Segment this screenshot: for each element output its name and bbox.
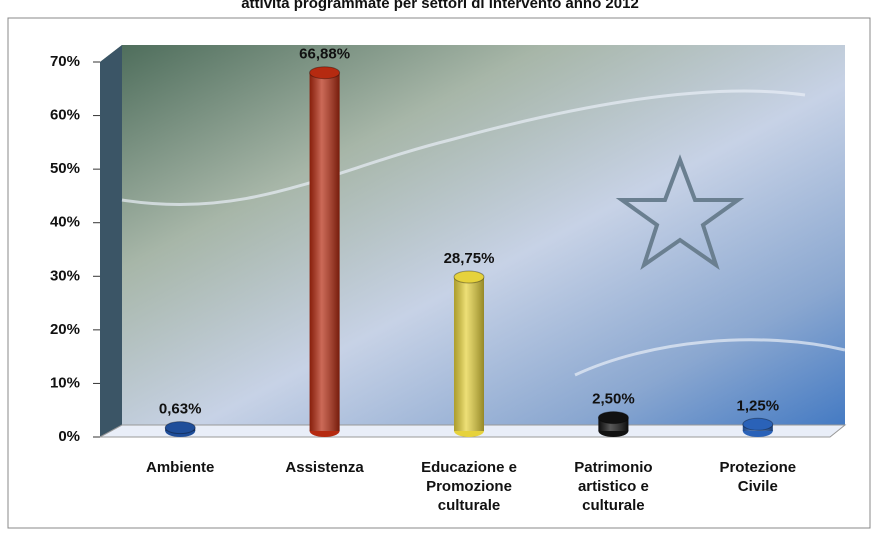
y-tick-label: 30% [50, 267, 80, 284]
x-tick-label: Patrimonio artistico e culturale [574, 459, 653, 514]
value-label: 2,50% [592, 391, 635, 408]
emblem-star [615, 154, 745, 271]
x-tick-label: Assistenza [285, 459, 364, 476]
chart-title: attività programmate per settori di inte… [241, 0, 639, 12]
y-tick-label: 10% [50, 374, 80, 391]
bar-cap [742, 417, 774, 431]
value-label: 0,63% [159, 401, 202, 418]
y-tick-label: 40% [50, 214, 80, 231]
x-tick-label: Protezione Civile [719, 459, 797, 495]
y-tick-label: 70% [50, 53, 80, 70]
x-tick-label: Ambiente [146, 459, 215, 476]
bar-cap [453, 270, 485, 284]
x-tick-label: Educazione e Promozione culturale [421, 459, 517, 514]
y-tick-label: 0% [58, 428, 80, 445]
bar-shade [454, 276, 484, 431]
y-tick-label: 50% [50, 160, 80, 177]
bar-cap [309, 66, 341, 80]
bar-cap [597, 411, 629, 425]
bar-cap [164, 421, 196, 435]
bar-shade [309, 72, 340, 431]
value-label: 1,25% [737, 397, 780, 414]
decor-swoosh [574, 338, 846, 377]
decor-swoosh [121, 89, 806, 207]
value-label: 28,75% [444, 250, 495, 267]
y-tick-label: 20% [50, 321, 80, 338]
plot-background [100, 45, 845, 437]
left-wall [100, 45, 122, 437]
y-tick-label: 60% [50, 107, 80, 124]
value-label: 66,88% [299, 46, 350, 63]
